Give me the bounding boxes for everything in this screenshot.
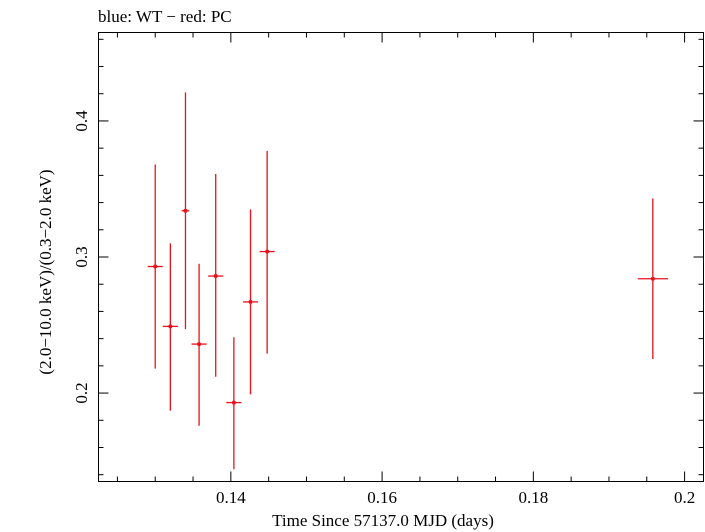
y-axis-tick-labels: 0.2 0.3 0.4: [72, 110, 91, 404]
x-axis-ticks: [116, 32, 686, 482]
data-point: [162, 243, 178, 411]
point-marker: [231, 400, 236, 405]
point-marker: [650, 276, 655, 281]
y-axis-ticks: [98, 38, 704, 476]
y-tick-label: 0.3: [72, 246, 91, 267]
y-tick-label: 0.2: [72, 382, 91, 403]
y-tick-label: 0.4: [72, 110, 91, 132]
x-axis-tick-labels: 0.14 0.16 0.18 0.2: [216, 488, 695, 507]
x-axis-label: Time Since 57137.0 MJD (days): [272, 511, 494, 530]
data-point: [226, 337, 242, 470]
point-marker: [168, 324, 173, 329]
data-point: [147, 164, 163, 369]
point-marker: [265, 249, 270, 254]
point-marker: [248, 299, 253, 304]
point-marker: [153, 264, 158, 269]
y-axis-label: (2.0−10.0 keV)/(0.3−2.0 keV): [36, 169, 55, 374]
point-marker: [197, 342, 202, 347]
point-marker: [213, 274, 218, 279]
data-point: [242, 209, 259, 395]
data-point: [181, 92, 190, 330]
chart-title: blue: WT − red: PC: [98, 7, 232, 26]
x-tick-label: 0.2: [674, 488, 695, 507]
data-point: [637, 198, 668, 360]
data-point: [191, 263, 207, 426]
x-tick-label: 0.18: [518, 488, 548, 507]
point-marker: [183, 208, 188, 213]
data-point: [259, 150, 275, 354]
x-tick-label: 0.16: [367, 488, 397, 507]
data-point: [208, 174, 224, 377]
x-tick-label: 0.14: [216, 488, 246, 507]
data-points: [147, 92, 668, 470]
plot-frame: [98, 32, 704, 482]
